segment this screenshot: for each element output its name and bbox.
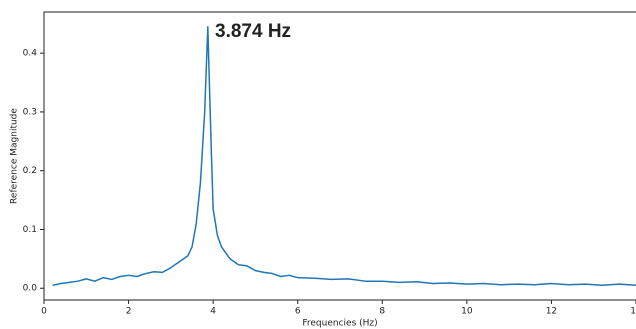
x-tick-label: 14 — [630, 307, 636, 317]
x-tick-label: 10 — [461, 307, 473, 317]
x-tick-label: 0 — [41, 307, 47, 317]
peak-annotation: 3.874 Hz — [215, 21, 291, 42]
x-tick-label: 2 — [126, 307, 132, 317]
y-tick-label: 0.3 — [23, 107, 37, 117]
y-tick-label: 0.4 — [23, 49, 38, 59]
x-tick-label: 6 — [295, 307, 301, 317]
y-axis-label: Reference Magnitude — [10, 108, 20, 204]
x-tick-label: 12 — [546, 307, 557, 317]
x-axis-label: Frequencies (Hz) — [302, 319, 377, 329]
plot-frame — [43, 11, 636, 301]
x-tick-label: 4 — [210, 307, 216, 317]
y-tick-label: 0.2 — [23, 166, 37, 176]
y-tick-label: 0.1 — [23, 225, 37, 235]
x-tick-label: 8 — [379, 307, 385, 317]
spectrum-line — [52, 25, 636, 287]
y-tick-label: 0.0 — [23, 284, 38, 294]
